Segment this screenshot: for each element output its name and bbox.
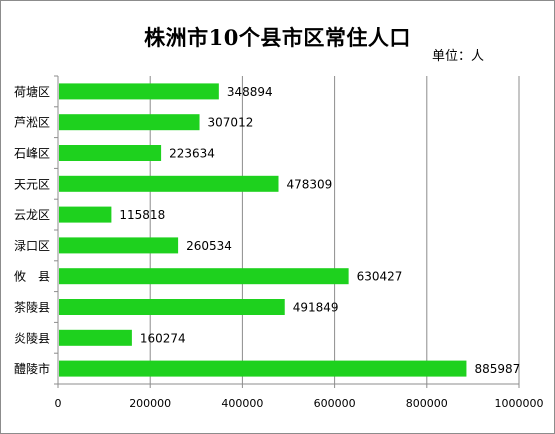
data-label: 491849 [293,301,339,315]
x-tick-label: 400000 [221,397,263,410]
data-label: 630427 [357,270,403,284]
category-label: 石峰区 [14,147,50,161]
x-tick-label: 0 [55,397,62,410]
category-label: 炎陵县 [14,331,50,345]
data-label: 223634 [169,147,215,161]
axes [54,75,520,388]
x-tick-label: 800000 [406,397,448,410]
category-label: 荷塘区 [14,84,50,99]
unit-label: 单位：人 [432,49,485,64]
data-label: 115818 [119,208,165,222]
data-label: 348894 [227,85,273,99]
gridlines [149,76,520,384]
data-label: 307012 [208,116,254,130]
bar [59,360,467,377]
bars [59,83,467,377]
bar [59,83,219,100]
bar [59,268,349,285]
category-label: 醴陵市 [14,361,50,376]
bar [59,329,132,346]
bar [59,175,279,192]
labels: 0 200000 400000 600000 800000 1000000 荷塘区 34889… [14,84,544,410]
bar [59,145,162,161]
chart-title: 株洲市10个县市区常住人口 [144,25,411,50]
x-tick-label: 1000000 [495,397,544,410]
x-tick-label: 200000 [129,397,171,410]
category-label: 云龙区 [14,208,50,222]
category-label: 渌口区 [14,238,50,253]
x-tick-label: 600000 [314,397,356,410]
category-label: 茶陵县 [14,300,50,315]
bar [59,299,285,315]
data-label: 160274 [140,331,186,345]
category-label: 天元区 [14,177,50,191]
bar [59,237,179,254]
data-label: 478309 [287,177,333,191]
bar [59,114,200,131]
category-label: 攸 县 [14,269,50,284]
category-label: 芦淞区 [14,116,50,130]
data-label: 260534 [186,239,232,253]
bar [59,206,112,223]
data-label: 885987 [474,362,520,376]
